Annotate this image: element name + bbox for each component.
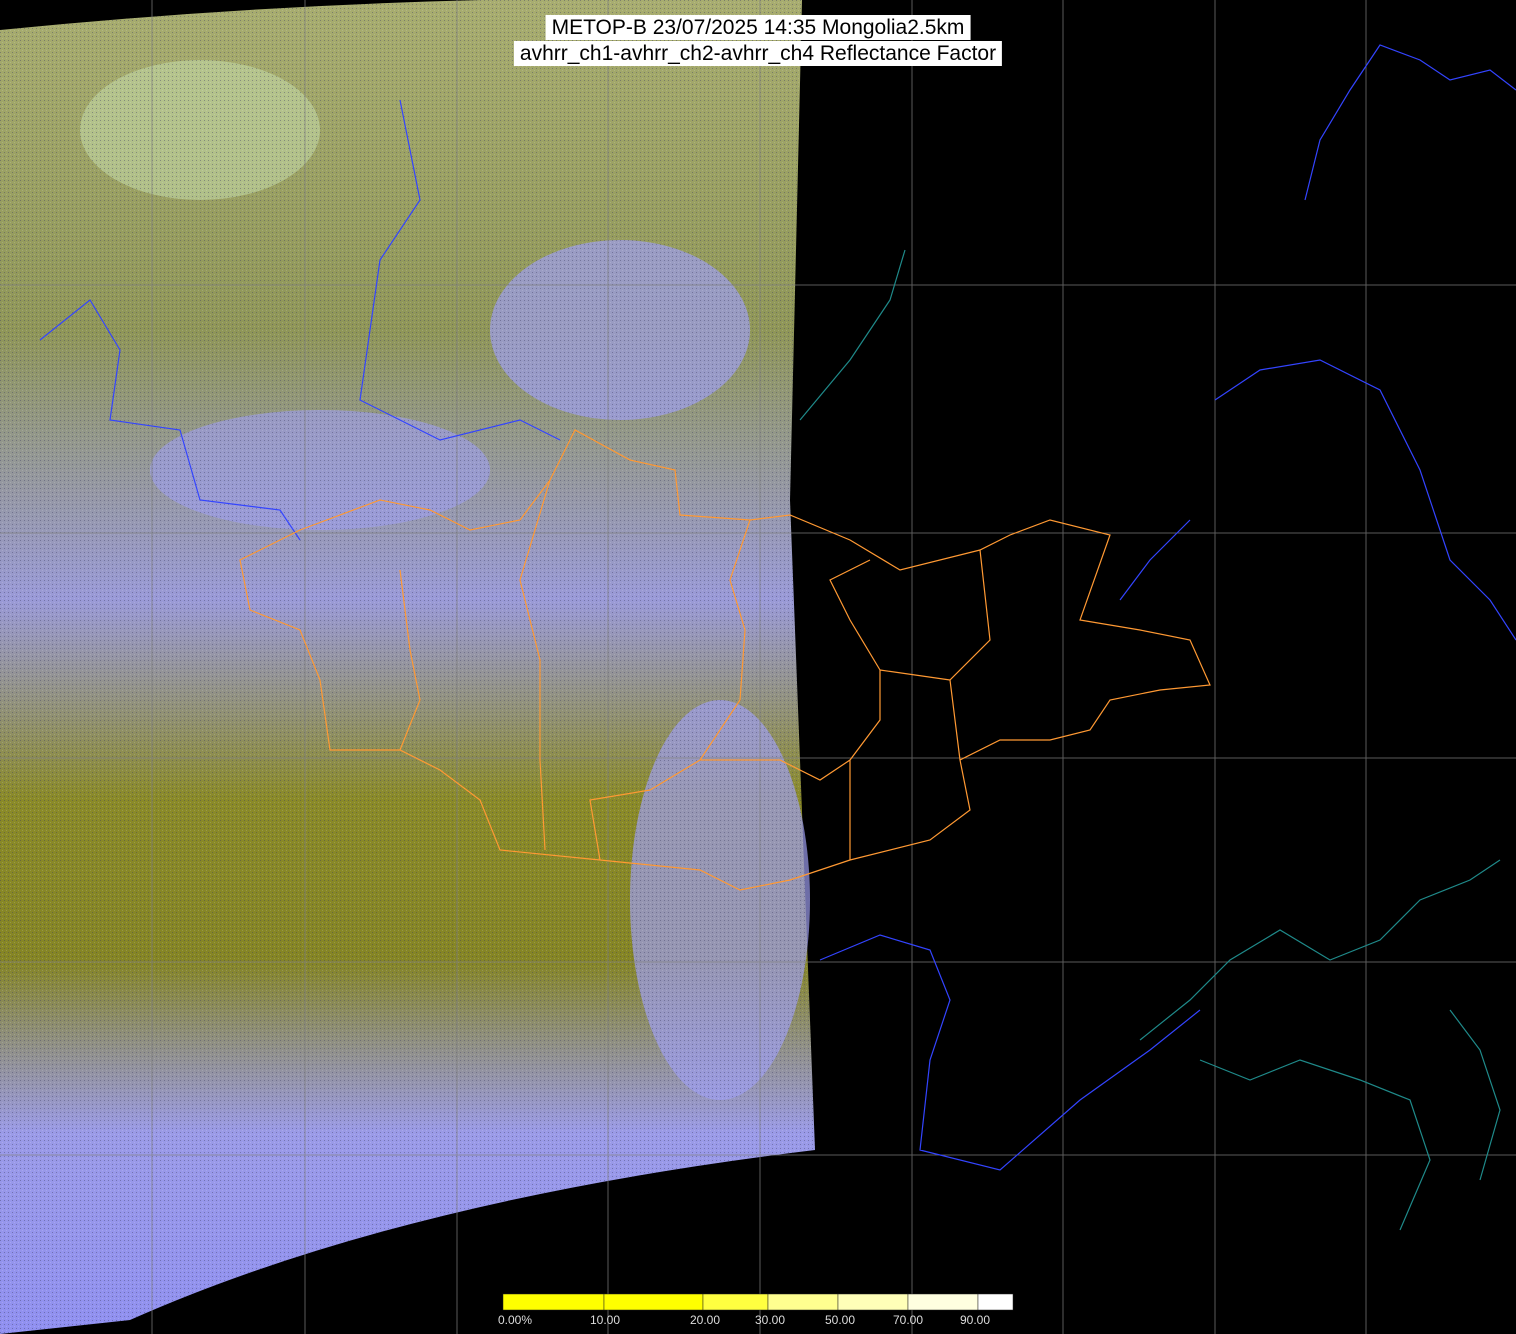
colorbar-segment <box>977 1293 1014 1311</box>
colorbar <box>502 1293 1014 1311</box>
colorbar-segment <box>603 1293 704 1311</box>
colorbar-tick-label: 20.00 <box>690 1313 721 1327</box>
colorbar-segment <box>837 1293 909 1311</box>
colorbar-tick-label: 50.00 <box>825 1313 856 1327</box>
province-border <box>239 429 1211 891</box>
country-border <box>39 44 1516 1171</box>
colorbar-tick-label: 30.00 <box>755 1313 786 1327</box>
map-title: METOP-B 23/07/2025 14:35 Mongolia2.5km <box>545 15 971 40</box>
colorbar-tick-label: 70.00 <box>893 1313 924 1327</box>
colorbar-segment <box>502 1293 605 1311</box>
colorbar-segment <box>702 1293 769 1311</box>
coastline <box>799 249 1501 1231</box>
colorbar-tick-label: 90.00 <box>960 1313 991 1327</box>
colorbar-tick-label: 0.00% <box>498 1313 533 1327</box>
colorbar-segment <box>907 1293 979 1311</box>
colorbar-tick-label: 10.00 <box>590 1313 621 1327</box>
map-subtitle: avhrr_ch1-avhrr_ch2-avhrr_ch4 Reflectanc… <box>513 41 1003 66</box>
colorbar-segment <box>767 1293 839 1311</box>
